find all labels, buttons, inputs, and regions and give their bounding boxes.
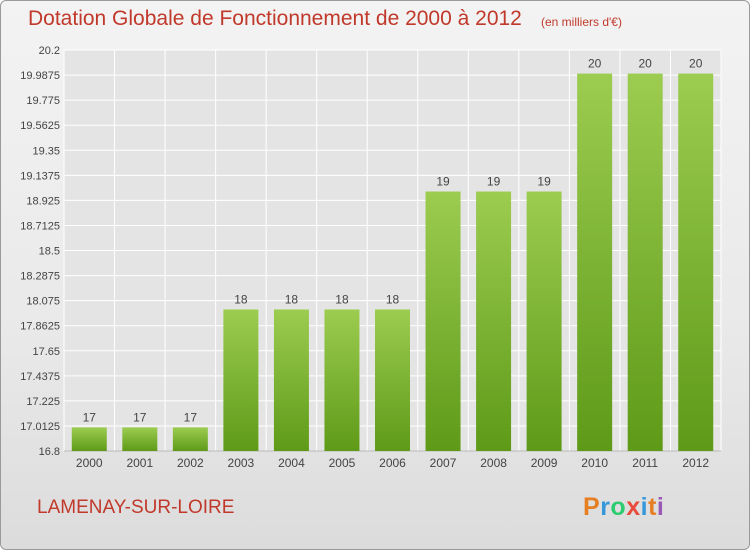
x-tick-label: 2009 [531,456,558,470]
y-tick-label: 17.0125 [20,421,60,433]
y-tick-label: 19.1375 [20,170,60,182]
x-tick-label: 2012 [682,456,709,470]
data-label: 19 [537,175,551,189]
data-label: 18 [285,292,299,306]
bar-2011[interactable] [627,73,663,452]
y-tick-label: 19.775 [26,95,60,107]
data-label: 20 [689,57,703,71]
bar-2009[interactable] [526,191,562,451]
y-tick-label: 18.075 [26,296,60,308]
x-tick-label: 2004 [278,456,305,470]
y-tick-label: 18.2875 [20,271,60,283]
x-tick-label: 2006 [379,456,406,470]
logo-letter: o [610,493,627,521]
logo-letter: i [640,493,649,521]
bar-2003[interactable] [223,309,259,451]
x-tick-label: 2007 [430,456,457,470]
logo-letter: t [648,493,657,521]
y-tick-label: 17.4375 [20,371,60,383]
data-label: 20 [588,57,602,71]
x-tick-label: 2008 [480,456,507,470]
x-tick-label: 2010 [581,456,608,470]
chart-unit: (en milliers d'€) [541,15,622,29]
y-tick-label: 17.65 [32,346,60,358]
bar-2008[interactable] [476,191,512,451]
x-tick-label: 2002 [177,456,204,470]
proxiti-logo[interactable]: Proxiti [583,493,664,522]
bar-2000[interactable] [71,427,107,451]
bar-2012[interactable] [678,73,714,452]
y-tick-label: 17.8625 [20,321,60,333]
commune-name: LAMENAY-SUR-LOIRE [37,497,235,518]
bar-2006[interactable] [375,309,410,451]
x-tick-label: 2000 [76,456,103,470]
y-tick-label: 19.9875 [20,70,60,82]
bar-2001[interactable] [122,427,158,451]
y-tick-label: 20.2 [39,45,60,57]
bar-2010[interactable] [577,73,613,452]
data-label: 18 [335,292,349,306]
y-tick-label: 18.7125 [20,220,60,232]
logo-letter: P [583,493,601,521]
chart-title: Dotation Globale de Fonctionnement de 20… [28,7,522,30]
data-label: 17 [184,410,198,424]
y-tick-label: 19.5625 [20,120,60,132]
x-tick-label: 2011 [632,456,658,470]
data-label: 19 [487,175,501,189]
data-label: 18 [386,292,400,306]
data-label: 17 [83,410,97,424]
bar-2004[interactable] [273,309,309,451]
data-label: 19 [436,175,450,189]
logo-letter: r [600,493,611,521]
y-tick-label: 17.225 [26,396,60,408]
bar-2005[interactable] [324,309,360,451]
y-tick-label: 18.5 [39,246,60,258]
x-tick-label: 2005 [329,456,356,470]
data-label: 18 [234,292,248,306]
data-label: 20 [639,57,653,71]
y-tick-label: 16.8 [39,446,60,458]
data-label: 17 [133,410,147,424]
y-tick-label: 18.925 [26,195,60,207]
logo-letter: i [656,493,665,521]
y-tick-label: 19.35 [32,145,60,157]
x-tick-label: 2001 [126,456,153,470]
bar-2002[interactable] [172,427,208,451]
x-tick-label: 2003 [228,456,255,470]
bar-2007[interactable] [425,191,461,451]
logo-letter: x [626,493,641,521]
